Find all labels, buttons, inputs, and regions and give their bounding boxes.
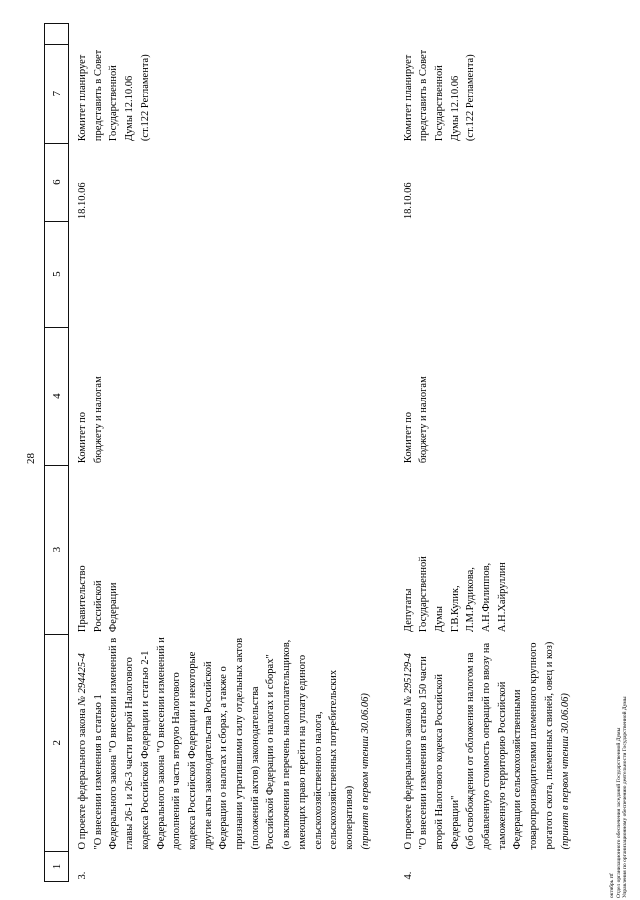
column-header-7: 7 bbox=[44, 44, 69, 144]
footer: октябрь rtf Отдел организационного обесп… bbox=[609, 696, 629, 898]
column-header-6: 6 bbox=[44, 143, 69, 222]
page-number: 28 bbox=[25, 453, 37, 464]
column-header-2: 2 bbox=[44, 634, 69, 852]
cell-empty bbox=[69, 23, 395, 44]
cell-committee-plan: Комитет планирует представить в Совет Госу… bbox=[402, 49, 477, 142]
cell-initiator: Депутаты Государственной Думы Г.В.Кулик, Л.М… bbox=[402, 556, 508, 633]
cell-responsible-committee: Комитет по бюджету и налогам bbox=[77, 376, 104, 464]
column-header-empty bbox=[44, 23, 69, 45]
column-header-3: 3 bbox=[44, 465, 69, 635]
cell-item-number: 3. bbox=[77, 871, 88, 880]
cell-bill-title: О проекте федерального закона № 295129-4… bbox=[402, 641, 571, 850]
table-row-item-3: 3. О проекте федерального закона № 29442… bbox=[69, 23, 395, 881]
cell-review-date: 18.10.06 bbox=[402, 182, 414, 220]
footer-filename: октябрь rtf bbox=[609, 873, 615, 898]
cell-item-number: 4. bbox=[402, 871, 414, 880]
schedule-table: 1 2 3 4 5 6 7 3. О проекте федерального … bbox=[44, 23, 615, 882]
cell-review-date: 18.10.06 bbox=[77, 182, 88, 220]
column-header-1: 1 bbox=[44, 851, 69, 882]
cell-co-executor bbox=[395, 221, 615, 327]
table-row-item-4: 4. О проекте федерального закона № 29512… bbox=[395, 23, 615, 881]
table-header-row: 1 2 3 4 5 6 7 bbox=[44, 23, 69, 882]
cell-committee-plan: Комитет планирует представить в Совет Госу… bbox=[77, 49, 151, 142]
cell-empty bbox=[395, 23, 615, 44]
column-header-4: 4 bbox=[44, 327, 69, 466]
cell-co-executor bbox=[69, 221, 395, 327]
cell-initiator: Правительство Российской Федерации bbox=[77, 565, 120, 633]
cell-bill-title: О проекте федерального закона № 294425-4… bbox=[77, 637, 371, 850]
cell-responsible-committee: Комитет по бюджету и налогам bbox=[402, 376, 430, 464]
column-header-5: 5 bbox=[44, 221, 69, 328]
footer-directorate: Управления по организационному обеспечен… bbox=[622, 696, 629, 898]
